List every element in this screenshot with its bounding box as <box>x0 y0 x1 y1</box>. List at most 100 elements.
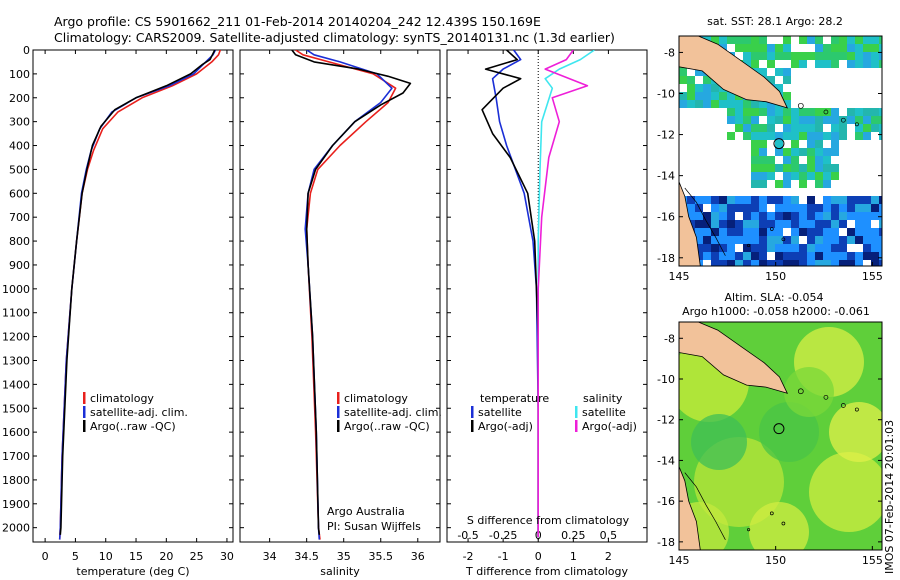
sst-cell <box>791 148 799 156</box>
sst-cell <box>727 252 735 260</box>
sst-cell <box>775 108 783 116</box>
depth-tick-label: 2000 <box>2 522 30 535</box>
sst-cell <box>687 76 695 84</box>
sst-cell <box>703 100 711 108</box>
sst-cell <box>751 244 759 252</box>
depth-tick-label: 1100 <box>2 307 30 320</box>
legend-label-argo: Argo(..raw -QC) <box>344 420 430 433</box>
sst-cell <box>799 148 807 156</box>
sst-cell <box>799 108 807 116</box>
sst-cell <box>743 260 751 266</box>
map-y-tick-label: -8 <box>664 46 675 59</box>
temperature-panel <box>32 49 234 543</box>
sst-cell <box>775 148 783 156</box>
sst-cell <box>775 116 783 124</box>
legend-swatch-clim <box>83 392 86 404</box>
sst-cell <box>743 244 751 252</box>
depth-tick-label: 600 <box>9 187 30 200</box>
depth-tick-label: 800 <box>9 235 30 248</box>
sst-cell <box>783 148 791 156</box>
sst-cell <box>751 212 759 220</box>
map-y-tick-label: -10 <box>657 373 675 386</box>
sst-cell <box>679 92 687 100</box>
sst-cell <box>751 44 759 52</box>
sst-cell <box>719 212 727 220</box>
sst-cell <box>879 204 882 212</box>
x-tick-label: 36 <box>411 550 425 563</box>
sst-cell <box>735 196 743 204</box>
sst-cell <box>735 100 743 108</box>
sst-cell <box>775 212 783 220</box>
sla-blob <box>749 502 809 550</box>
sst-cell <box>855 236 863 244</box>
sst-cell <box>863 244 871 252</box>
sst-cell <box>727 92 735 100</box>
depth-tick-label: 1700 <box>2 450 30 463</box>
sst-cell <box>879 212 882 220</box>
sst-cell <box>823 44 831 52</box>
sst-cell <box>783 132 791 140</box>
argo-marker <box>773 138 785 150</box>
sst-cell <box>727 132 735 140</box>
island-outline <box>797 388 804 395</box>
sst-cell <box>695 196 703 204</box>
sst-cell <box>799 180 807 188</box>
depth-tick-label: 700 <box>9 211 30 224</box>
depth-tick-label: 1600 <box>2 426 30 439</box>
sst-cell <box>831 44 839 52</box>
sst-cell <box>679 100 687 108</box>
sst-cell <box>767 132 775 140</box>
sst-cell <box>711 252 719 260</box>
sst-cell <box>735 124 743 132</box>
legend-swatch-clim <box>337 392 340 404</box>
sst-cell <box>695 100 703 108</box>
sst-cell <box>711 100 719 108</box>
sst-cell <box>783 172 791 180</box>
sst-cell <box>751 196 759 204</box>
sst-cell <box>791 116 799 124</box>
sst-cell <box>807 228 815 236</box>
sst-cell <box>799 252 807 260</box>
depth-tick-label: 200 <box>9 92 30 105</box>
sst-cell <box>719 260 727 266</box>
legend-label-clim: climatology <box>344 392 408 405</box>
map-y-tick-label: -18 <box>657 252 675 265</box>
sst-cell <box>863 204 871 212</box>
sst-cell <box>775 84 783 92</box>
sst-cell <box>751 180 759 188</box>
sst-cell <box>703 228 711 236</box>
sst-cell <box>743 236 751 244</box>
series-line <box>58 50 222 540</box>
sst-cell <box>743 36 751 44</box>
sst-cell <box>855 108 863 116</box>
sst-cell <box>863 44 871 52</box>
sst-cell <box>727 228 735 236</box>
sst-cell <box>687 92 695 100</box>
sst-map <box>679 36 882 266</box>
sst-cell <box>831 108 839 116</box>
map-y-tick-label: -18 <box>657 536 675 549</box>
x-tick-label: 20 <box>159 550 173 563</box>
sst-cell <box>863 52 871 60</box>
sst-cell <box>743 204 751 212</box>
sst-cell <box>727 100 735 108</box>
sst-cell <box>751 260 759 266</box>
depth-axis: 0 100 200 300 400 500 600 700 800 900 1000 1100 1200… <box>2 44 30 535</box>
x-tick-label: -2 <box>463 550 474 563</box>
sst-cell <box>767 108 775 116</box>
x-tick-label: 10 <box>99 550 113 563</box>
series-line <box>304 50 393 540</box>
difference-panel <box>446 49 648 543</box>
sst-cell <box>759 172 767 180</box>
sst-cell <box>783 44 791 52</box>
sst-cell <box>879 108 882 116</box>
reef-outline <box>684 472 726 540</box>
sst-cell <box>711 196 719 204</box>
sst-cell <box>759 148 767 156</box>
depth-tick-label: 1200 <box>2 331 30 344</box>
sst-cell <box>783 124 791 132</box>
sst-cell <box>751 220 759 228</box>
sst-cell <box>783 52 791 60</box>
sst-cell <box>791 252 799 260</box>
series-group <box>481 50 595 538</box>
